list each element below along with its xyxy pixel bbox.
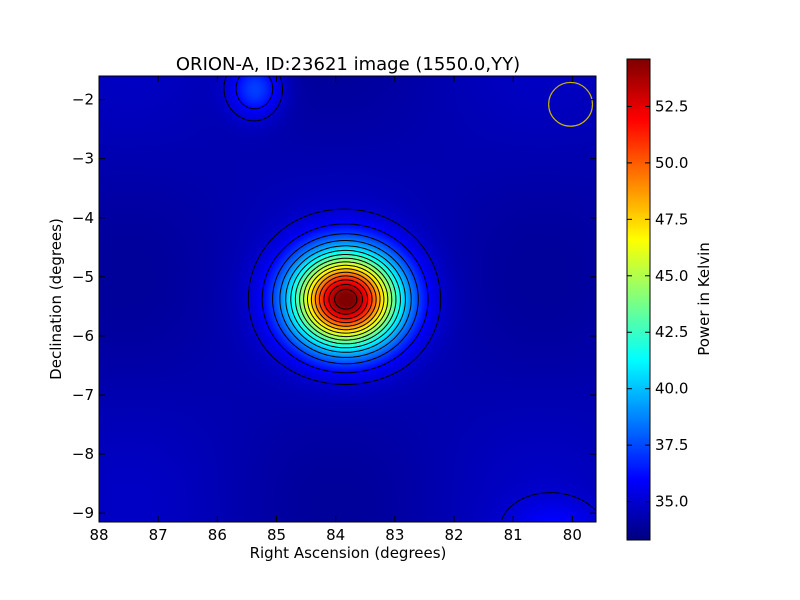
colorbar-frame	[626, 58, 651, 541]
x-tick-label: 80	[563, 526, 582, 544]
colorbar-gradient	[627, 59, 650, 540]
x-tick-label: 83	[385, 526, 404, 544]
contour-level-14	[328, 283, 363, 315]
y-tick-label: −2	[72, 91, 94, 109]
contour-level-10	[310, 268, 381, 331]
contour-level-12	[318, 275, 373, 324]
x-axis: 88 87 86 85 84 83 82 81 80	[89, 76, 582, 544]
beam-circle	[548, 81, 594, 127]
x-axis-label: Right Ascension (degrees)	[250, 544, 447, 562]
y-tick-label: −7	[72, 386, 94, 404]
plot-frame	[98, 75, 597, 523]
y-tick-label: −9	[72, 504, 94, 522]
x-tick-label: 88	[89, 526, 108, 544]
colorbar-label: Power in Kelvin	[695, 242, 713, 356]
contour-level-15	[334, 288, 358, 310]
colorbar-ticks: 35.0 37.5 40.0 42.5 45.0 47.5 50.0 52.5	[627, 97, 688, 511]
x-tick-label: 87	[149, 526, 168, 544]
colorbar-tick-label: 37.5	[655, 436, 688, 454]
contour-level-1	[235, 76, 429, 374]
colorbar-tick-label: 40.0	[655, 380, 688, 398]
colorbar-tick-label: 47.5	[655, 210, 688, 228]
x-tick-label: 86	[208, 526, 227, 544]
y-tick-label: −3	[72, 150, 94, 168]
colorbar-tick-label: 50.0	[655, 154, 688, 172]
contour-level-11	[314, 271, 377, 327]
contour-level-5	[290, 249, 401, 349]
colorbar-tick-label: 35.0	[655, 493, 688, 511]
chart-title: ORION-A, ID:23621 image (1550.0,YY)	[176, 54, 520, 75]
y-tick-label: −4	[72, 209, 94, 227]
contour-level-0	[223, 76, 596, 521]
y-axis: −2 −3 −4 −5 −6 −7 −8 −9	[72, 91, 596, 522]
x-tick-label: 84	[326, 526, 345, 544]
contour-level-6	[294, 254, 397, 345]
x-tick-label: 85	[267, 526, 286, 544]
y-tick-label: −6	[72, 327, 94, 345]
heatmap-image	[99, 76, 596, 522]
contour-level-2	[272, 233, 419, 365]
contour-level-9	[307, 264, 385, 334]
colorbar-tick-label: 52.5	[655, 97, 688, 115]
contour-level-4	[285, 245, 406, 353]
contour-level-8	[303, 261, 389, 338]
contour-level-13	[323, 279, 369, 320]
y-axis-label: Declination (degrees)	[47, 218, 65, 380]
y-tick-label: −5	[72, 268, 94, 286]
colorbar-tick-label: 42.5	[655, 323, 688, 341]
x-tick-label: 81	[504, 526, 523, 544]
y-tick-label: −8	[72, 445, 94, 463]
colorbar: 35.0 37.5 40.0 42.5 45.0 47.5 50.0 52.5 Power i…	[626, 58, 713, 541]
contour-lines	[223, 76, 596, 521]
contour-level-7	[299, 257, 393, 341]
plot-area	[98, 75, 597, 523]
x-tick-label: 82	[444, 526, 463, 544]
contour-level-3	[279, 240, 412, 358]
colorbar-tick-label: 45.0	[655, 267, 688, 285]
